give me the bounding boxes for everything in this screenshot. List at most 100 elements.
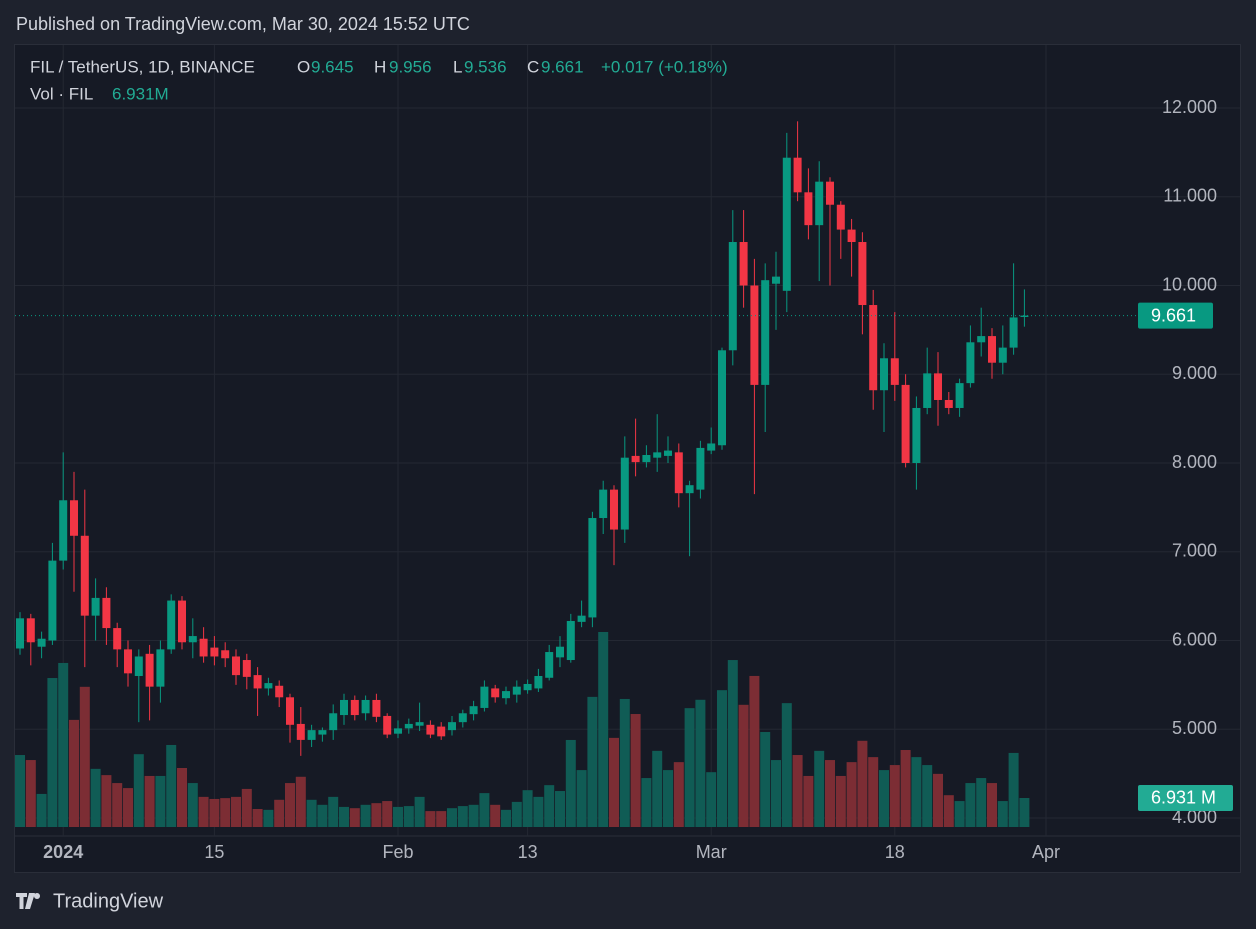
candle-body (610, 489, 618, 530)
candle-body (350, 699, 359, 716)
volume-bar (252, 809, 263, 827)
volume-bar (274, 799, 285, 827)
volume-bar (295, 776, 306, 827)
volume-bar (727, 660, 738, 827)
candle-body (599, 489, 608, 519)
volume-bar (889, 765, 900, 827)
candle-body (998, 347, 1007, 363)
volume-bar (511, 801, 522, 827)
candle-body (242, 660, 251, 677)
candle-body (469, 706, 478, 715)
candle-body (415, 722, 424, 726)
candle-body (685, 485, 694, 494)
candle-body (847, 229, 856, 243)
volume-bar (695, 699, 706, 827)
volume-bar (457, 806, 468, 827)
candle-body (977, 336, 986, 343)
candle-body (934, 373, 942, 400)
candle-body (37, 638, 46, 647)
candle-body (620, 457, 629, 530)
volume-bar (976, 778, 987, 827)
candle-body (923, 373, 932, 408)
volume-bar (879, 770, 889, 827)
candle-body (48, 560, 57, 641)
candle-body (437, 726, 446, 737)
volume-bar (522, 790, 533, 827)
ohlc-label: O (297, 57, 310, 76)
candle-body (944, 399, 953, 408)
volume-bar (814, 750, 825, 827)
candle-body (296, 723, 305, 740)
volume-bar (544, 785, 555, 827)
volume-bar (987, 783, 997, 827)
volume-bar (382, 801, 393, 827)
candle-body (577, 615, 586, 622)
last-price-label: 9.661 (1151, 305, 1196, 325)
volume-bar (803, 775, 814, 827)
volume-bar (349, 808, 360, 827)
volume-bar (965, 783, 976, 827)
candle-body (664, 450, 672, 456)
volume-bar (155, 775, 166, 827)
x-tick-label: Mar (696, 842, 727, 862)
volume-bar (241, 788, 252, 827)
volume-bar (90, 768, 101, 827)
candle-body (156, 649, 165, 687)
volume-bar (425, 811, 436, 827)
candle-body (707, 443, 716, 451)
ohlc-value: 9.956 (389, 57, 432, 76)
brand-name: TradingView (53, 890, 164, 912)
candle-body (545, 652, 554, 678)
volume-bar (576, 770, 587, 827)
candle-body (588, 518, 597, 618)
candle-body (674, 452, 683, 494)
volume-bar (263, 809, 274, 827)
candle-body (329, 713, 338, 731)
volume-bar (868, 757, 879, 827)
y-tick-label: 8.000 (1172, 452, 1217, 472)
candle-body (1020, 315, 1029, 318)
symbol: FIL / TetherUS, 1D, BINANCE (30, 57, 255, 76)
volume-bar (133, 754, 144, 827)
volume-bar (501, 809, 511, 827)
candle-body (750, 285, 759, 385)
candle-body (448, 722, 456, 731)
volume-bar (760, 732, 771, 827)
volume-bar (58, 662, 69, 827)
volume-bar (317, 804, 328, 827)
candle-body (426, 724, 435, 735)
volume-bar (663, 770, 673, 827)
ohlc-label: L (453, 57, 462, 76)
volume-bar (781, 703, 792, 827)
volume-bar (943, 795, 954, 827)
candle-body (912, 407, 921, 463)
candle-body (167, 600, 176, 650)
volume-bar (1019, 797, 1030, 827)
candle-body (102, 597, 111, 629)
volume-bar (339, 806, 349, 827)
volume-bar (1008, 752, 1019, 827)
volume-bar (598, 632, 609, 827)
volume-bar (371, 803, 382, 827)
candle-body (566, 620, 575, 661)
candle-body (1009, 317, 1018, 348)
volume-bar (360, 804, 371, 827)
candle-body (836, 204, 845, 230)
change: +0.017 (+0.18%) (601, 57, 728, 76)
candle-body (988, 336, 996, 363)
x-tick-label: Apr (1032, 842, 1060, 862)
candle-body (523, 683, 532, 691)
candle-body (178, 600, 186, 643)
candle-body (653, 452, 662, 458)
candle-body (16, 618, 24, 649)
candle-body (458, 713, 467, 723)
candle-body (253, 675, 262, 689)
volume-bar (101, 775, 112, 827)
volume-bar (36, 793, 47, 827)
candle-body (91, 597, 100, 616)
volume-bar (177, 767, 187, 827)
volume-bar (479, 793, 490, 827)
candle-body (966, 342, 975, 384)
candle-body (275, 685, 284, 698)
x-tick-label: Feb (382, 842, 413, 862)
